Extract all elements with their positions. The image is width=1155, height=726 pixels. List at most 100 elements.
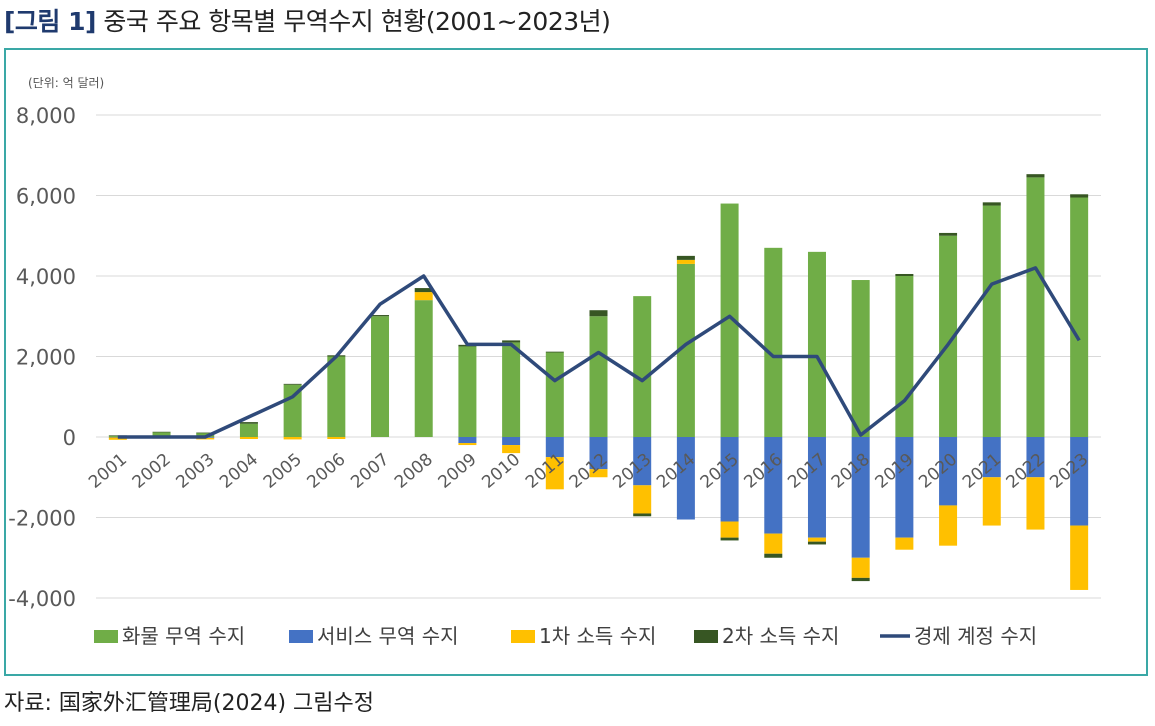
x-tick-label: 2009 [435,450,481,493]
bar-segment [633,513,652,517]
y-tick-label: -4,000 [8,587,76,611]
bar-segment [939,235,958,437]
legend-label: 2차 소득 수지 [722,624,839,648]
figure-tag: [그림 1] [4,7,96,36]
x-tick-label: 2007 [347,450,393,493]
bar-segment [982,477,1001,526]
bar-segment [633,296,652,437]
bar-segment [545,351,564,353]
bar-segment [764,247,783,437]
legend-label: 서비스 무역 수지 [317,624,459,648]
bar-segment [764,553,783,558]
bar-segment [502,437,521,446]
bar-segment [807,251,826,437]
bar-segment [239,422,258,424]
bar-segment [502,340,521,343]
bar-segment [1070,197,1089,437]
bar-segment [196,432,215,437]
legend-swatch [94,630,118,643]
x-tick-label: 2004 [216,450,262,493]
bar-segment [895,276,914,437]
x-tick-label: 2006 [304,450,350,493]
unit-label: (단위: 억 달러) [28,76,104,90]
bar-segment [502,445,521,454]
bar-segment [545,457,564,490]
source-note: 자료: 国家外汇管理局(2024) 그림수정 [4,691,374,716]
bar-segment [1026,177,1045,437]
y-tick-label: 6,000 [16,185,76,209]
bar-segment [414,300,433,437]
bar-segment [807,541,826,545]
bar-segment [239,423,258,437]
bar-segment [196,432,215,434]
legend-label: 화물 무역 수지 [122,624,245,648]
legend-label: 1차 소득 수지 [539,624,656,648]
bar-segment [589,310,608,317]
bar-segment [1070,194,1089,198]
bar-segment [633,437,652,486]
bar-segment [895,437,914,538]
bar-segment [327,437,346,440]
bar-segment [283,437,302,440]
bar-segment [720,537,739,541]
x-tick-label: 2002 [129,450,175,493]
bar-segment [939,232,958,236]
bar-segment [764,437,783,534]
bar-segment [851,437,870,558]
bar-segment [458,346,477,437]
bar-segment [283,383,302,385]
bar-segment [327,356,346,437]
figure-title: [그림 1] 중국 주요 항목별 무역수지 현황(2001~2023년) [4,2,611,42]
figure-title-text: 중국 주요 항목별 무역수지 현황(2001~2023년) [103,7,611,36]
current-account-line [117,266,1081,439]
x-tick-label: 2005 [260,450,306,493]
bar-segment [764,533,783,554]
bar-segment [895,273,914,276]
bar-segment [982,437,1001,478]
bar-segment [152,431,171,433]
bar-segment [720,521,739,538]
x-tick-label: 2001 [85,450,131,493]
bar-segment [676,263,695,437]
bar-segment [807,537,826,542]
bar-segment [371,316,390,437]
bar-segment [939,505,958,546]
chart: (단위: 억 달러) -4,000 -2,000 0 2,000 4,000 6,000 8… [8,76,1101,648]
bar-segment [414,292,433,301]
legend-swatch [694,630,718,643]
bar-segment [676,255,695,260]
bar-segment [239,437,258,440]
bar-segment [851,280,870,437]
bar-segment [1026,174,1045,178]
bar-segment [589,316,608,437]
bar-segment [851,577,870,582]
x-tick-label: 2008 [391,450,437,493]
bar-segment [1070,525,1089,590]
bar-segment [545,352,564,437]
y-axis-tick-labels: -4,000 -2,000 0 2,000 4,000 6,000 8,000 [8,104,76,611]
bar-segment [939,437,958,506]
bar-segment [633,485,652,514]
bar-segment [589,469,608,478]
bar-segment [152,432,171,437]
y-tick-label: 2,000 [16,346,76,370]
chart-frame: (단위: 억 달러) -4,000 -2,000 0 2,000 4,000 6,000 8… [4,48,1148,676]
bar-segment [982,205,1001,437]
bar-segment [1070,437,1089,526]
bar-segment [676,259,695,264]
bars [108,174,1089,590]
bar-segment [895,537,914,550]
bar-segment [545,437,564,458]
balance-line-layer [117,266,1081,439]
legend: 화물 무역 수지 서비스 무역 수지 1차 소득 수지 2차 소득 수지 경제 계정 수… [94,624,1037,648]
bar-segment [851,557,870,578]
bar-segment [720,203,739,437]
bar-segment [676,437,695,520]
legend-label: 경제 계정 수지 [914,624,1037,648]
bar-segment [458,437,477,444]
y-tick-label: 4,000 [16,265,76,289]
bar-segment [414,288,433,293]
y-tick-label: 0 [63,426,76,450]
x-tick-label: 2010 [478,450,524,493]
bar-segment [1026,477,1045,530]
